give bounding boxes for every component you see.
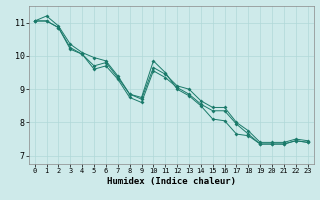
X-axis label: Humidex (Indice chaleur): Humidex (Indice chaleur) xyxy=(107,177,236,186)
